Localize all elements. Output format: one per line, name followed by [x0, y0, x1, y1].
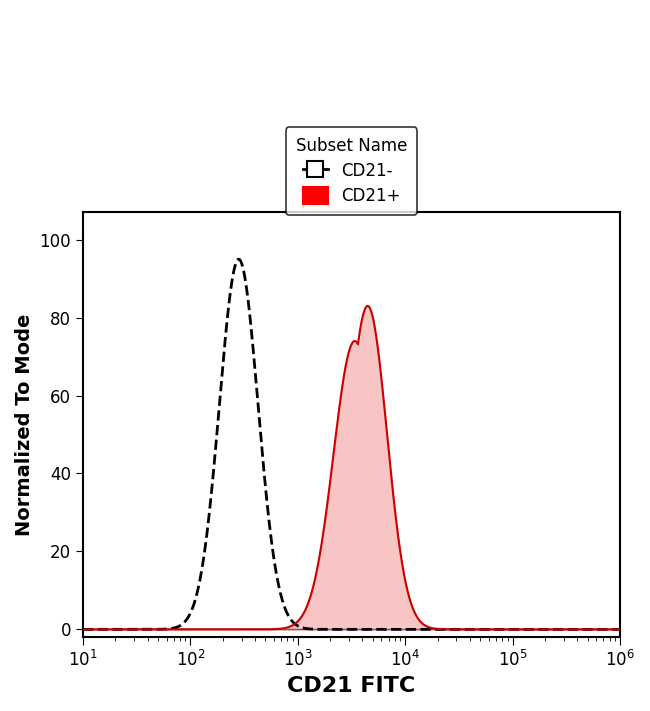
Legend: CD21-, CD21+: CD21-, CD21+	[286, 127, 417, 215]
Y-axis label: Normalized To Mode: Normalized To Mode	[15, 314, 34, 536]
X-axis label: CD21 FITC: CD21 FITC	[287, 676, 415, 696]
